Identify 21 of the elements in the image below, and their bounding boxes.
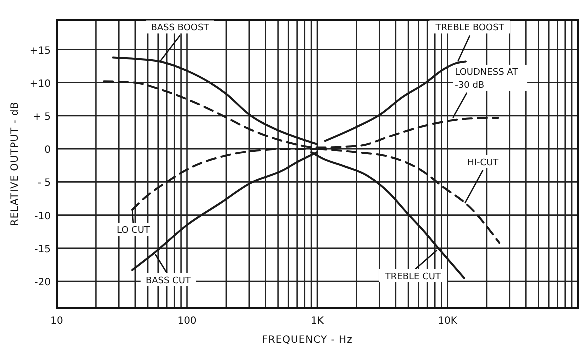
annotation: HI-CUT bbox=[468, 158, 500, 168]
x-tick-label: 10K bbox=[438, 316, 458, 327]
annotation: TREBLE CUT bbox=[384, 272, 442, 282]
annotation: LO CUT bbox=[117, 226, 151, 236]
y-tick-label: +15 bbox=[30, 46, 51, 57]
annotation: BASS BOOST bbox=[151, 24, 210, 34]
annotation: BASS CUT bbox=[146, 276, 192, 286]
x-tick-label: 1K bbox=[311, 316, 324, 327]
x-axis-title: FREQUENCY - Hz bbox=[262, 335, 353, 346]
y-axis-title: RELATIVE OUTPUT - dB bbox=[10, 102, 21, 226]
y-tick-label: -15 bbox=[34, 244, 51, 256]
annotation: TREBLE BOOST bbox=[434, 24, 505, 34]
x-tick-label: 10 bbox=[50, 316, 64, 327]
y-tick-label: + 5 bbox=[33, 112, 51, 123]
y-tick-label: - 5 bbox=[38, 178, 51, 190]
y-tick-label: 0 bbox=[44, 145, 51, 156]
x-tick-label: 100 bbox=[178, 316, 197, 327]
y-tick-label: -20 bbox=[34, 278, 51, 289]
y-tick-label: +10 bbox=[30, 78, 51, 90]
y-tick-label: -10 bbox=[34, 211, 51, 222]
annotation: LOUDNESS AT -30 dB bbox=[455, 68, 519, 91]
